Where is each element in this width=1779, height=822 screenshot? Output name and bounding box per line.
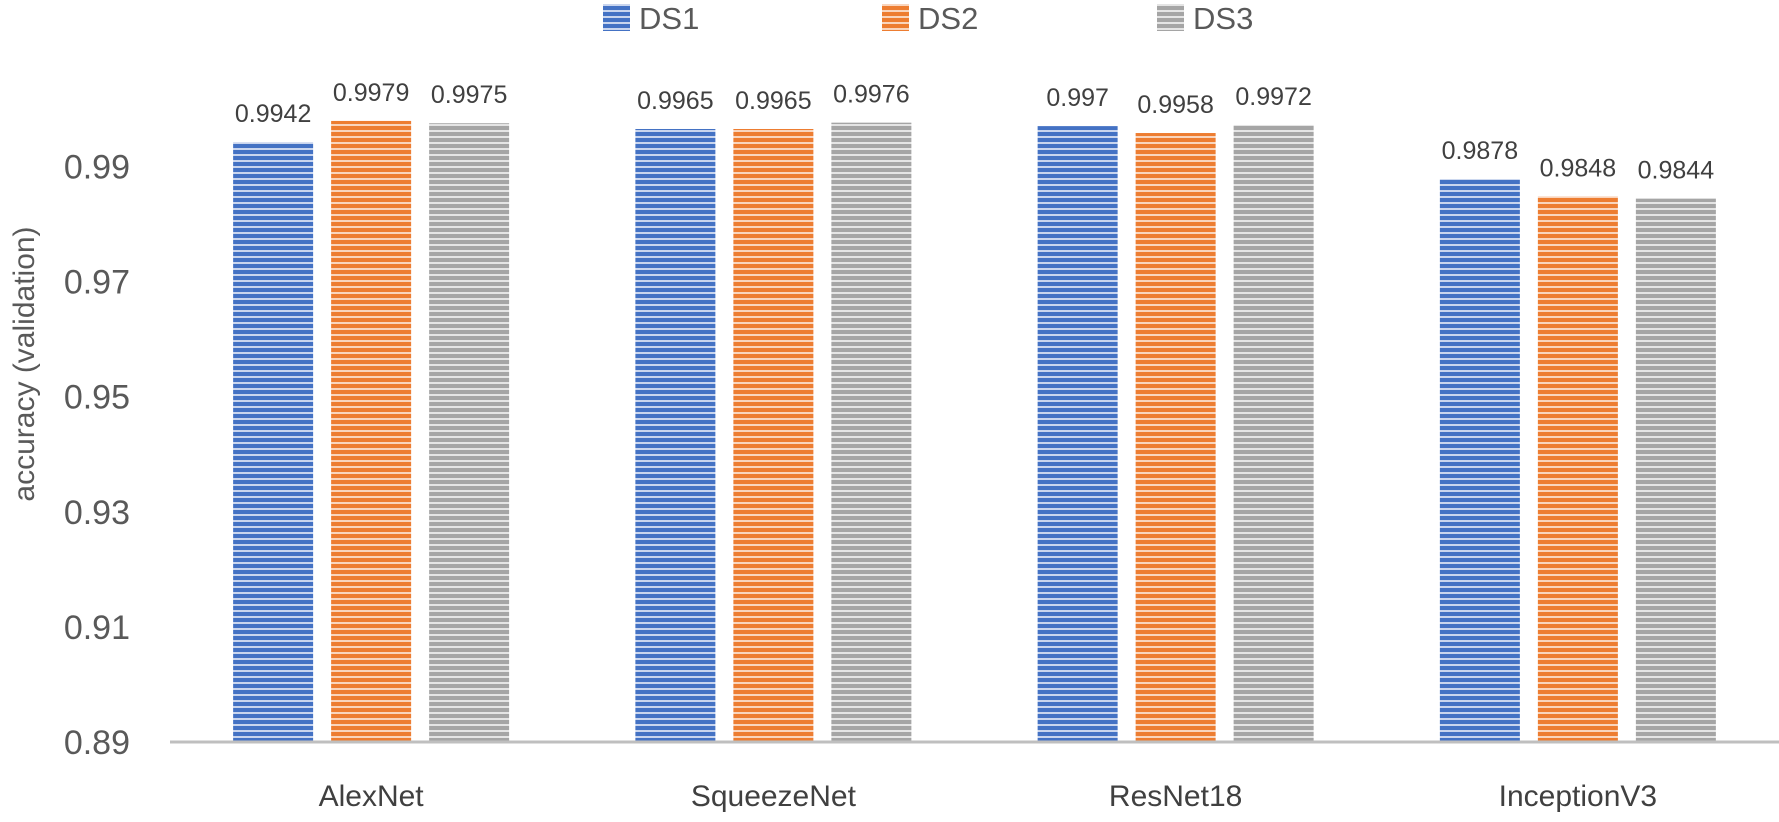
y-tick-label: 0.95 — [64, 379, 130, 417]
bar-ds2-resnet18 — [1135, 133, 1216, 742]
bar-ds1-resnet18 — [1037, 126, 1118, 742]
data-labels: 0.9942 0.9979 0.9975 0.9965 0.9965 0.9976 0.99… — [235, 79, 1714, 185]
legend-swatch-ds2 — [882, 4, 909, 31]
legend-swatch-ds3 — [1157, 4, 1184, 31]
legend-swatch-ds1 — [603, 4, 630, 31]
y-axis-ticks: 0.89 0.91 0.93 0.95 0.97 0.99 — [64, 148, 130, 762]
bar-series — [233, 120, 1716, 743]
data-label-ds1-resnet18: 0.997 — [1046, 84, 1109, 112]
legend: DS1 DS2 DS3 — [603, 1, 1253, 36]
y-tick-label: 0.89 — [64, 724, 130, 762]
data-label-ds3-resnet18: 0.9972 — [1235, 83, 1311, 111]
bar-ds2-squeezenet — [733, 128, 814, 743]
bar-ds1-alexnet — [233, 142, 314, 742]
legend-label-ds2: DS2 — [918, 1, 978, 36]
x-tick-label-inceptionv3: InceptionV3 — [1499, 780, 1657, 813]
bar-ds3-inceptionv3 — [1635, 198, 1716, 742]
bar-ds3-alexnet — [429, 123, 510, 742]
data-label-ds1-inceptionv3: 0.9878 — [1442, 137, 1518, 165]
y-tick-label: 0.99 — [64, 148, 130, 186]
data-label-ds2-inceptionv3: 0.9848 — [1540, 154, 1616, 182]
bar-ds2-alexnet — [331, 120, 412, 742]
y-tick-label: 0.97 — [64, 264, 130, 302]
legend-label-ds1: DS1 — [639, 1, 699, 36]
x-tick-label-squeezenet: SqueezeNet — [691, 780, 857, 813]
x-tick-label-alexnet: AlexNet — [319, 780, 425, 813]
bar-ds2-inceptionv3 — [1537, 196, 1618, 742]
x-tick-label-resnet18: ResNet18 — [1109, 780, 1242, 813]
bar-ds1-inceptionv3 — [1439, 179, 1520, 742]
data-label-ds1-alexnet: 0.9942 — [235, 100, 311, 128]
data-label-ds3-alexnet: 0.9975 — [431, 81, 507, 109]
x-axis-labels: AlexNet SqueezeNet ResNet18 InceptionV3 — [319, 780, 1658, 813]
bar-ds1-squeezenet — [635, 128, 716, 743]
y-axis-title: accuracy (validation) — [8, 226, 41, 501]
data-label-ds3-inceptionv3: 0.9844 — [1638, 157, 1715, 185]
y-tick-label: 0.91 — [64, 609, 130, 647]
legend-label-ds3: DS3 — [1193, 1, 1253, 36]
data-label-ds3-squeezenet: 0.9976 — [833, 81, 909, 109]
data-label-ds1-squeezenet: 0.9965 — [637, 87, 713, 115]
bar-ds3-resnet18 — [1233, 124, 1314, 742]
data-label-ds2-squeezenet: 0.9965 — [735, 87, 811, 115]
bar-ds3-squeezenet — [831, 122, 912, 742]
data-label-ds2-alexnet: 0.9979 — [333, 79, 409, 107]
y-tick-label: 0.93 — [64, 494, 130, 532]
data-label-ds2-resnet18: 0.9958 — [1137, 91, 1213, 119]
